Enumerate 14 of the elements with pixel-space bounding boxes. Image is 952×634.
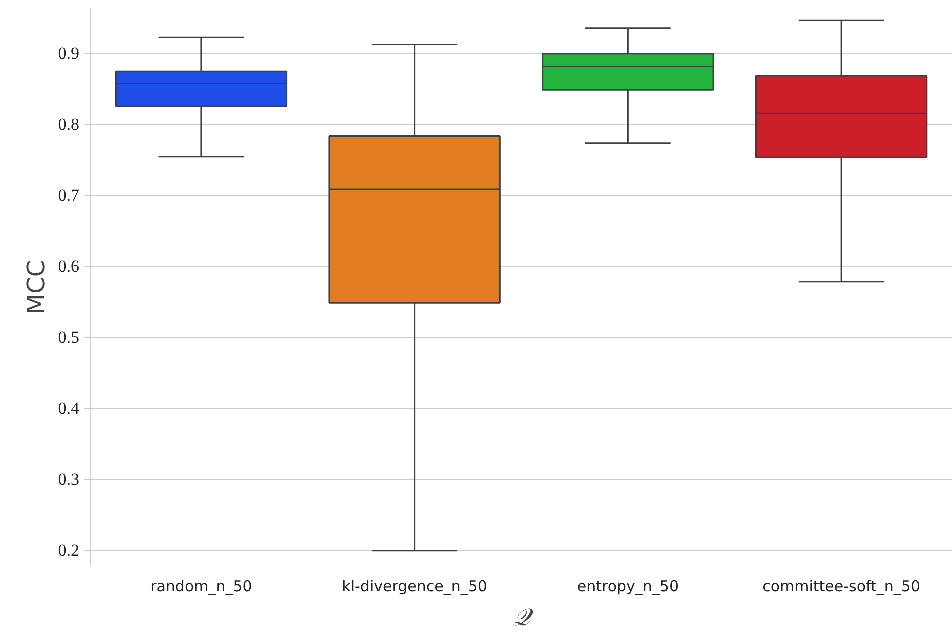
x-axis-title: 𝒬	[513, 604, 534, 632]
y-tick-label: 0.4	[58, 399, 80, 418]
y-tick-label: 0.8	[58, 115, 80, 134]
y-tick-label: 0.3	[58, 470, 80, 490]
x-tick-label: committee-soft_n_50	[762, 578, 921, 596]
y-axis-title: MCC	[22, 260, 50, 315]
x-tick-label: random_n_50	[150, 578, 252, 596]
x-tick-label: entropy_n_50	[577, 578, 679, 596]
y-tick-label: 0.2	[58, 541, 80, 560]
y-tick-label: 0.9	[58, 44, 80, 64]
y-tick-label: 0.5	[58, 328, 80, 348]
y-tick-label: 0.7	[58, 186, 80, 206]
x-tick-label: kl-divergence_n_50	[342, 578, 488, 596]
y-tick-label: 0.6	[58, 257, 80, 276]
